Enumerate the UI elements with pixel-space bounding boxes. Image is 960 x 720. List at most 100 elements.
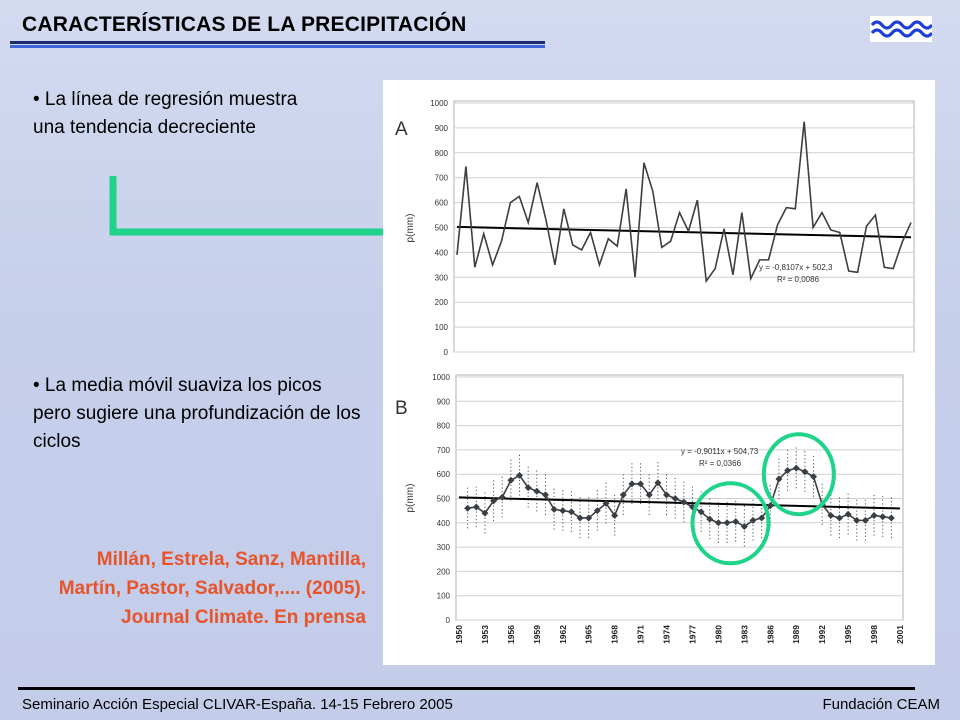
r-squared-label: R² = 0,0366	[699, 459, 742, 468]
r-squared-label: R² = 0,0086	[777, 275, 820, 284]
x-tick-label: 1986	[765, 625, 775, 644]
data-point	[490, 497, 498, 505]
chart-b: 0 100 200 300 400 500 600 700 800 900 1000 Bp(mm) y …	[395, 373, 905, 644]
data-point	[680, 498, 688, 506]
footer-organization: Fundación CEAM	[822, 696, 940, 713]
plot-frame	[455, 374, 904, 621]
data-point	[637, 480, 645, 488]
regression-equation: y = -0,9011x + 504,73	[681, 447, 759, 456]
bullet-regression: • La línea de regresión muestra una tend…	[33, 89, 298, 138]
data-point	[576, 514, 584, 522]
data-point	[853, 516, 861, 524]
slide-title: CARACTERÍSTICAS DE LA PRECIPITACIÓN	[22, 13, 467, 36]
trend-line	[456, 225, 912, 239]
panel-label: A	[395, 119, 408, 140]
data-point	[507, 476, 515, 484]
y-tick-label: 700	[437, 446, 451, 455]
data-point	[723, 519, 731, 527]
data-point	[533, 487, 541, 495]
footer-rule	[18, 687, 915, 690]
y-tick-label: 300	[435, 273, 449, 282]
waves-logo-icon	[870, 16, 932, 42]
data-point	[464, 504, 472, 512]
x-tick-label: 1983	[739, 625, 749, 644]
series-line	[456, 121, 912, 284]
y-tick-label: 500	[435, 224, 449, 233]
y-tick-label: 200	[435, 298, 449, 307]
data-point	[628, 480, 636, 488]
y-tick-label: 800	[437, 422, 451, 431]
data-point	[671, 495, 679, 502]
y-tick-label: 900	[435, 124, 449, 133]
x-tick-label: 1971	[636, 625, 646, 644]
data-point	[758, 514, 766, 522]
data-point	[697, 508, 705, 516]
data-point	[706, 515, 714, 523]
x-tick-label: 1959	[532, 625, 542, 644]
data-point	[550, 505, 558, 513]
y-tick-label: 500	[437, 495, 451, 504]
x-tick-label: 1998	[869, 625, 879, 644]
trend-line	[458, 496, 901, 510]
y-tick-label: 200	[437, 567, 451, 576]
data-point	[740, 522, 748, 530]
y-axis-label: p(mm)	[405, 484, 416, 513]
data-point	[611, 512, 619, 520]
data-point	[732, 518, 740, 526]
x-tick-label: 1995	[843, 625, 853, 644]
data-point	[645, 491, 653, 499]
data-point	[870, 512, 878, 520]
y-tick-label: 0	[444, 348, 449, 357]
x-tick-label: 1950	[454, 625, 464, 644]
data-point	[593, 507, 601, 515]
x-tick-label: 1977	[687, 625, 697, 644]
data-point	[861, 516, 869, 524]
data-point	[541, 491, 549, 499]
y-tick-label: 900	[437, 397, 451, 406]
data-point	[827, 512, 835, 520]
citation-reference: Millán, Estrela, Sanz, Mantilla, Martín,…	[58, 549, 366, 628]
data-point	[567, 508, 575, 516]
y-tick-label: 1000	[432, 373, 450, 382]
data-point	[835, 514, 843, 522]
y-tick-label: 600	[437, 470, 451, 479]
panel-label: B	[395, 398, 408, 419]
data-point	[472, 503, 480, 511]
x-tick-label: 1989	[791, 625, 801, 644]
highlight-circle-peak	[761, 432, 836, 517]
data-point	[559, 507, 567, 515]
y-tick-label: 300	[437, 543, 451, 552]
x-tick-label: 2001	[895, 625, 905, 644]
bullet-moving-average: • La media móvil suaviza los picos pero …	[33, 375, 361, 452]
y-tick-label: 100	[437, 592, 451, 601]
data-point	[749, 516, 757, 524]
data-point	[844, 510, 852, 518]
data-point	[784, 467, 792, 475]
y-tick-label: 100	[435, 323, 449, 332]
x-tick-label: 1992	[817, 625, 827, 644]
data-point	[879, 513, 887, 521]
y-tick-label: 400	[435, 248, 449, 257]
y-axis-label: p(mm)	[405, 214, 416, 243]
x-tick-label: 1980	[713, 625, 723, 644]
y-tick-label: 600	[435, 199, 449, 208]
data-point	[516, 471, 524, 479]
x-tick-label: 1956	[506, 625, 516, 644]
x-tick-label: 1968	[610, 625, 620, 644]
data-point	[481, 509, 489, 517]
data-point	[810, 473, 818, 481]
y-tick-label: 0	[446, 616, 451, 625]
chart-a: 0 100 200 300 400 500 600 700 800 900 1000 Ap(mm) y …	[395, 99, 915, 357]
data-point	[663, 491, 671, 499]
data-point	[766, 502, 774, 510]
x-tick-label: 1965	[584, 625, 594, 644]
data-point	[498, 493, 506, 501]
regression-equation: y = -0,8107x + 502,3	[759, 263, 833, 272]
data-point	[654, 479, 662, 487]
y-tick-label: 400	[437, 519, 451, 528]
x-tick-label: 1974	[662, 625, 672, 644]
data-point	[585, 514, 593, 522]
footer-event: Seminario Acción Especial CLIVAR-España.…	[22, 696, 453, 713]
x-tick-label: 1953	[480, 625, 490, 644]
